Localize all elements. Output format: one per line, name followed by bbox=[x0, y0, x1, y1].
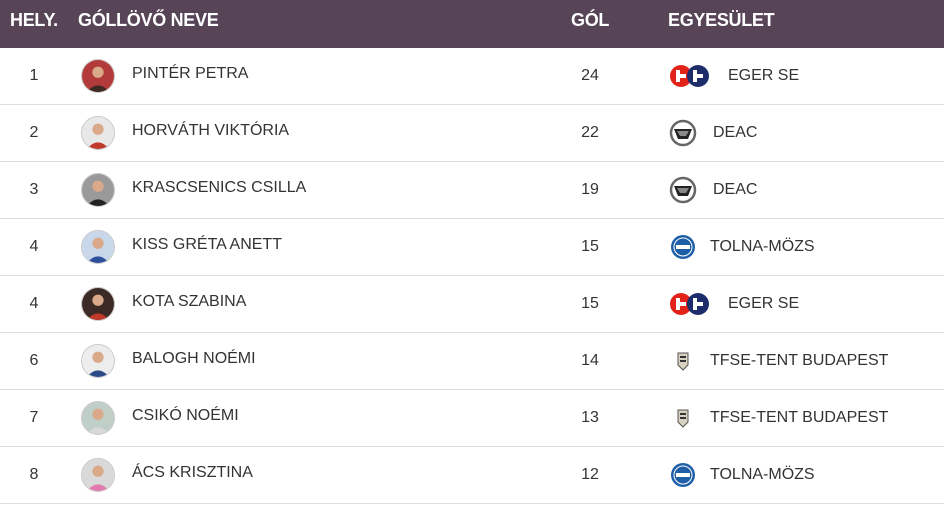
scorer-name[interactable]: KOTA SZABINA bbox=[132, 293, 247, 310]
deac-logo-icon bbox=[668, 119, 698, 147]
player-avatar bbox=[81, 287, 115, 321]
player-avatar bbox=[81, 458, 115, 492]
scorer-name[interactable]: KISS GRÉTA ANETT bbox=[132, 236, 282, 253]
table-row: 4 KISS GRÉTA ANETT 15 TOLNA-MÖZS bbox=[0, 219, 944, 276]
table-row: 1 PINTÉR PETRA 24 EGER SE bbox=[0, 48, 944, 105]
scorer-goals: 12 bbox=[581, 466, 599, 483]
tolna-mozs-logo-icon bbox=[668, 461, 698, 489]
tfse-logo-icon bbox=[668, 404, 698, 432]
player-avatar bbox=[81, 230, 115, 264]
eger-se-logo-icon bbox=[668, 62, 712, 90]
club-name[interactable]: DEAC bbox=[713, 124, 758, 141]
scorer-goals: 15 bbox=[581, 295, 599, 312]
scorer-rank: 1 bbox=[29, 67, 39, 84]
tfse-logo-icon bbox=[668, 347, 698, 375]
header-rank: HELY. bbox=[10, 10, 58, 30]
club-name[interactable]: EGER SE bbox=[728, 295, 800, 312]
table-row: 3 KRASCSENICS CSILLA 19 DEAC bbox=[0, 162, 944, 219]
scorer-goals: 13 bbox=[581, 409, 599, 426]
scorer-rank: 4 bbox=[29, 295, 39, 312]
scorer-goals: 19 bbox=[581, 181, 599, 198]
scorer-goals: 14 bbox=[581, 352, 599, 369]
scorer-name[interactable]: KRASCSENICS CSILLA bbox=[132, 179, 307, 196]
header-goals: GÓL bbox=[571, 10, 610, 30]
scorer-rank: 4 bbox=[29, 238, 39, 255]
player-avatar bbox=[81, 401, 115, 435]
scorer-goals: 22 bbox=[581, 124, 599, 141]
scorer-rank: 3 bbox=[29, 181, 39, 198]
scorer-rank: 2 bbox=[29, 124, 39, 141]
eger-se-logo-icon bbox=[668, 290, 712, 318]
club-name[interactable]: TFSE-TENT BUDAPEST bbox=[710, 352, 889, 369]
scorer-name[interactable]: HORVÁTH VIKTÓRIA bbox=[132, 122, 290, 139]
header-club: EGYESÜLET bbox=[668, 10, 775, 30]
tolna-mozs-logo-icon bbox=[668, 233, 698, 261]
club-name[interactable]: DEAC bbox=[713, 181, 758, 198]
table-header: HELY. GÓLLÖVŐ NEVE GÓL EGYESÜLET bbox=[0, 0, 944, 48]
table-row: 7 CSIKÓ NOÉMI 13 TFSE-TENT BUDAPEST bbox=[0, 390, 944, 447]
scorer-rank: 8 bbox=[29, 466, 39, 483]
header-scorer-name: GÓLLÖVŐ NEVE bbox=[78, 10, 219, 30]
scorer-name[interactable]: PINTÉR PETRA bbox=[132, 65, 249, 82]
player-avatar bbox=[81, 344, 115, 378]
scorer-rank: 6 bbox=[29, 352, 39, 369]
scorer-goals: 15 bbox=[581, 238, 599, 255]
club-name[interactable]: TOLNA-MÖZS bbox=[710, 238, 815, 255]
club-name[interactable]: TFSE-TENT BUDAPEST bbox=[710, 409, 889, 426]
scorer-name[interactable]: CSIKÓ NOÉMI bbox=[132, 407, 239, 424]
player-avatar bbox=[81, 116, 115, 150]
table-body: 1 PINTÉR PETRA 24 EGER SE 2 HORVÁTH VIKTÓRIA 2… bbox=[0, 48, 944, 504]
player-avatar bbox=[81, 173, 115, 207]
scorer-goals: 24 bbox=[581, 67, 599, 84]
scorer-name[interactable]: ÁCS KRISZTINA bbox=[132, 464, 253, 481]
scorer-rank: 7 bbox=[29, 409, 39, 426]
deac-logo-icon bbox=[668, 176, 698, 204]
club-name[interactable]: EGER SE bbox=[728, 67, 800, 84]
table-row: 2 HORVÁTH VIKTÓRIA 22 DEAC bbox=[0, 105, 944, 162]
club-name[interactable]: TOLNA-MÖZS bbox=[710, 466, 815, 483]
player-avatar bbox=[81, 59, 115, 93]
table-row: 6 BALOGH NOÉMI 14 TFSE-TENT BUDAPEST bbox=[0, 333, 944, 390]
scorer-name[interactable]: BALOGH NOÉMI bbox=[132, 350, 256, 367]
table-row: 4 KOTA SZABINA 15 EGER SE bbox=[0, 276, 944, 333]
table-row: 8 ÁCS KRISZTINA 12 TOLNA-MÖZS bbox=[0, 447, 944, 504]
